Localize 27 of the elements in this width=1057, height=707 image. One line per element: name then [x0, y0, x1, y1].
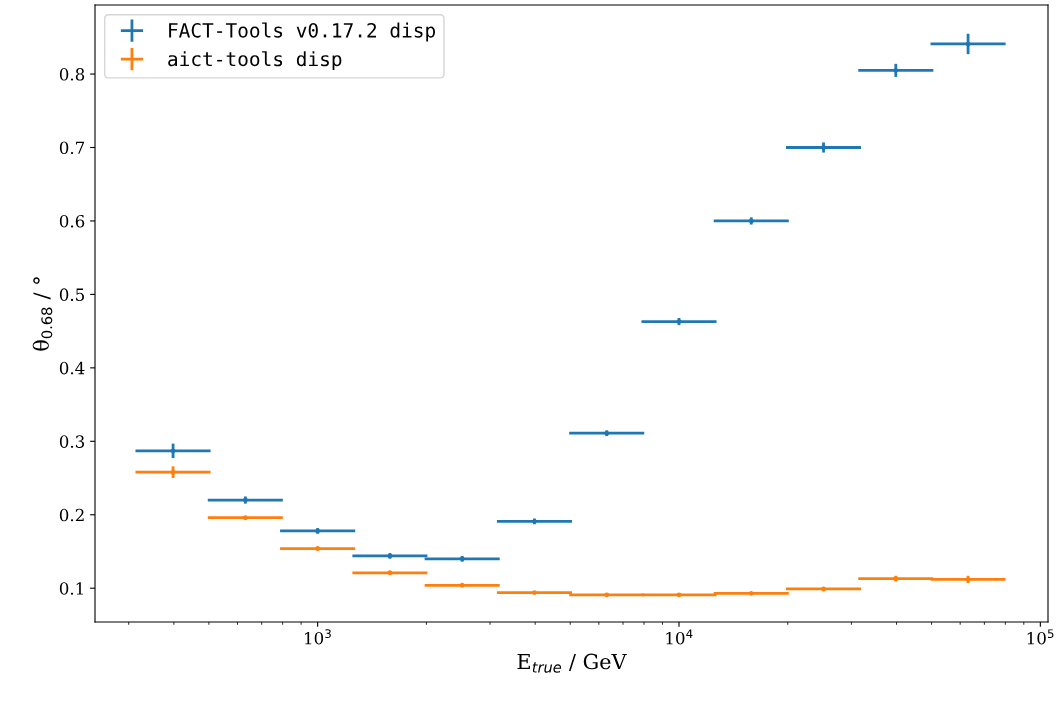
y-tick-label: 0.3 [59, 435, 85, 448]
point [748, 590, 754, 596]
x-axis-title: E$_{true}$ / GeV [517, 653, 627, 673]
point [170, 448, 176, 454]
y-tick-label: 0.4 [59, 361, 85, 375]
point [604, 592, 610, 598]
legend-label: FACT-Tools v0.17.2 disp [169, 22, 436, 42]
y-tick-label: 0.2 [59, 508, 84, 522]
point [965, 41, 971, 47]
y-tick-label: 0.5 [59, 288, 84, 301]
y-tick-label: 0.6 [59, 214, 85, 228]
x-tick-label: 10$^{5}$ [1027, 629, 1054, 645]
point [676, 592, 682, 598]
point [315, 546, 321, 551]
point [821, 586, 826, 592]
point [532, 590, 537, 596]
point [242, 515, 248, 521]
point [893, 67, 899, 73]
y-tick-label: 0.1 [59, 582, 83, 595]
point [387, 570, 393, 576]
y-tick-label: 0.8 [59, 68, 85, 81]
y-axis-title: θ$_{0.68}$ / ° [32, 277, 53, 351]
legend-label: aict-tools disp [168, 51, 342, 71]
x-tick-label: 10$^{3}$ [305, 629, 331, 645]
y-tick-label: 0.7 [59, 141, 85, 155]
x-tick-label: 10$^{4}$ [666, 629, 693, 645]
point [459, 582, 465, 588]
